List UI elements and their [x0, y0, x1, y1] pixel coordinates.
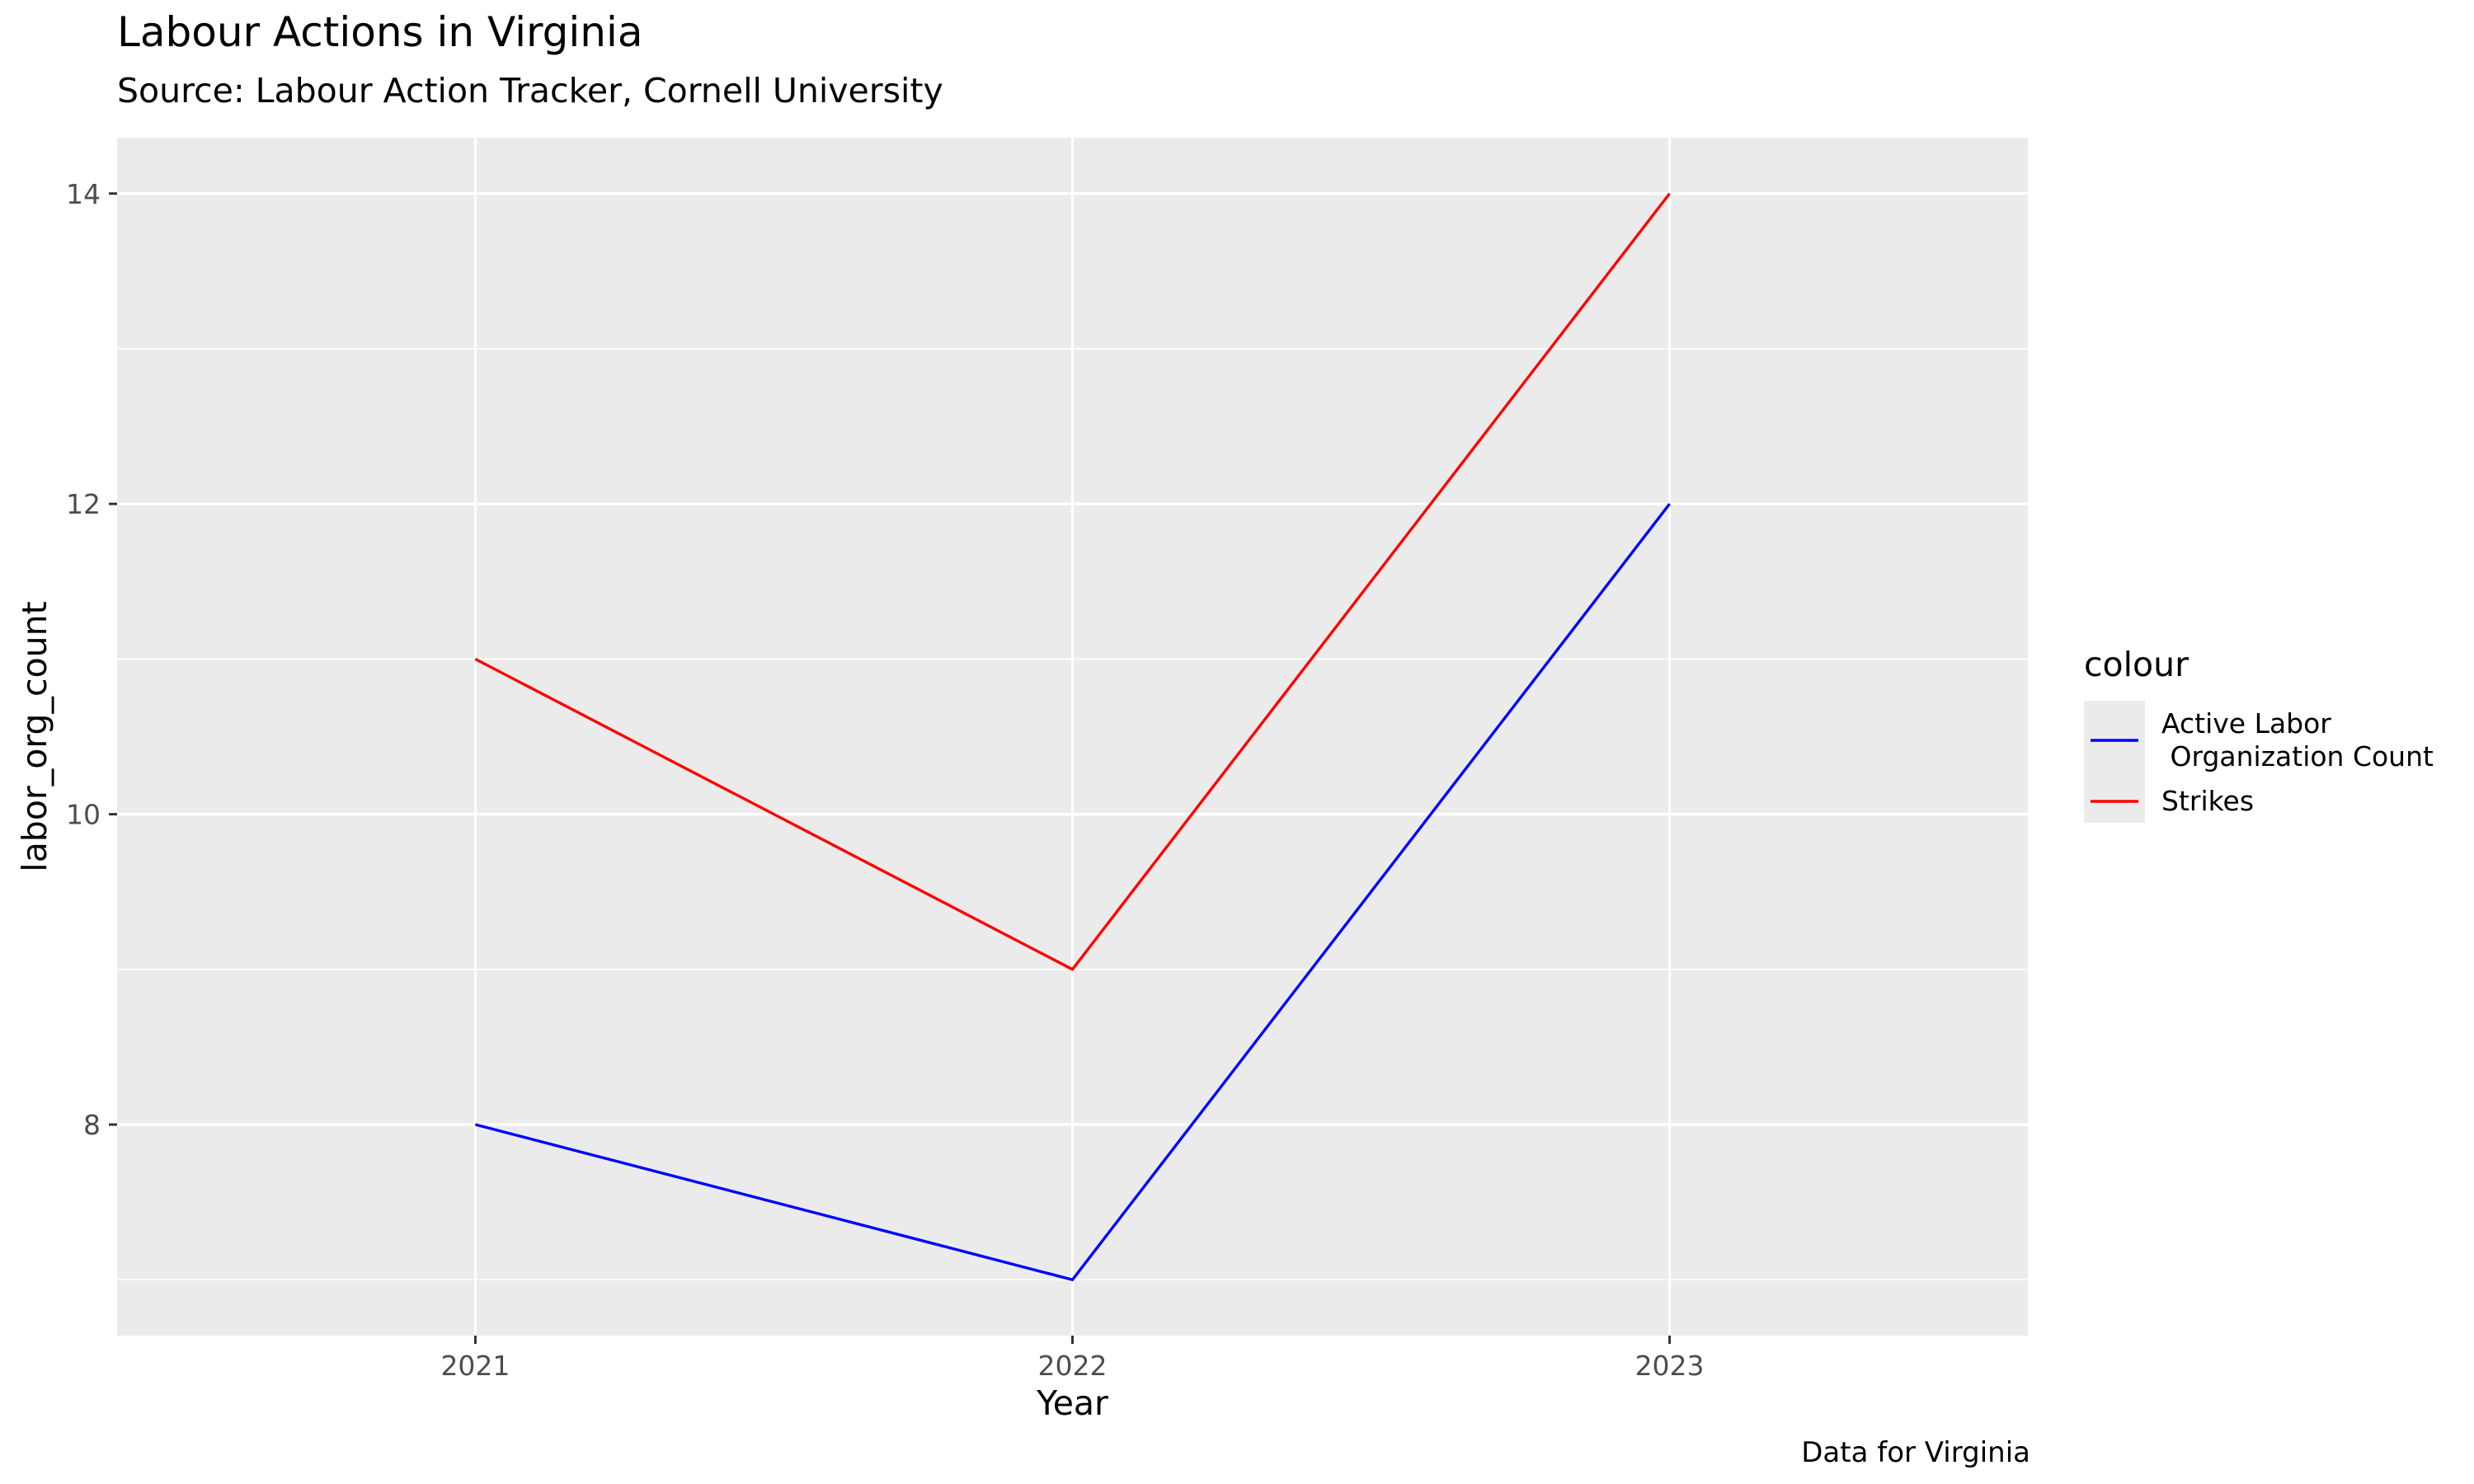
y-tick-label: 8: [83, 1109, 101, 1141]
x-axis-title: Year: [1036, 1383, 1108, 1423]
x-axis: 2021 2022 2023: [440, 1336, 1705, 1382]
x-tick-label: 2022: [1038, 1350, 1108, 1382]
y-tick-label: 14: [66, 178, 101, 210]
chart-title: Labour Actions in Virginia: [117, 8, 643, 56]
x-tick-label: 2023: [1635, 1350, 1705, 1382]
legend-label: Strikes: [2161, 785, 2254, 817]
y-tick-label: 12: [66, 488, 101, 520]
chart-caption: Data for Virginia: [1801, 1436, 2030, 1469]
legend-title: colour: [2084, 645, 2189, 684]
x-tick-label: 2021: [440, 1350, 510, 1382]
legend: colour Active Labor Organization Count St…: [2084, 645, 2434, 823]
series-line: [475, 503, 1671, 1281]
chart-subtitle: Source: Labour Action Tracker, Cornell U…: [117, 71, 943, 110]
major-gridlines: [117, 138, 2028, 1336]
series-line: [474, 192, 1671, 971]
y-tick-label: 10: [66, 799, 101, 831]
y-axis: 8 10 12 14: [66, 178, 117, 1141]
y-axis-title: labor_org_count: [15, 601, 54, 871]
series-lines: [474, 192, 1671, 1281]
legend-label: Active Labor Organization Count: [2161, 707, 2434, 773]
